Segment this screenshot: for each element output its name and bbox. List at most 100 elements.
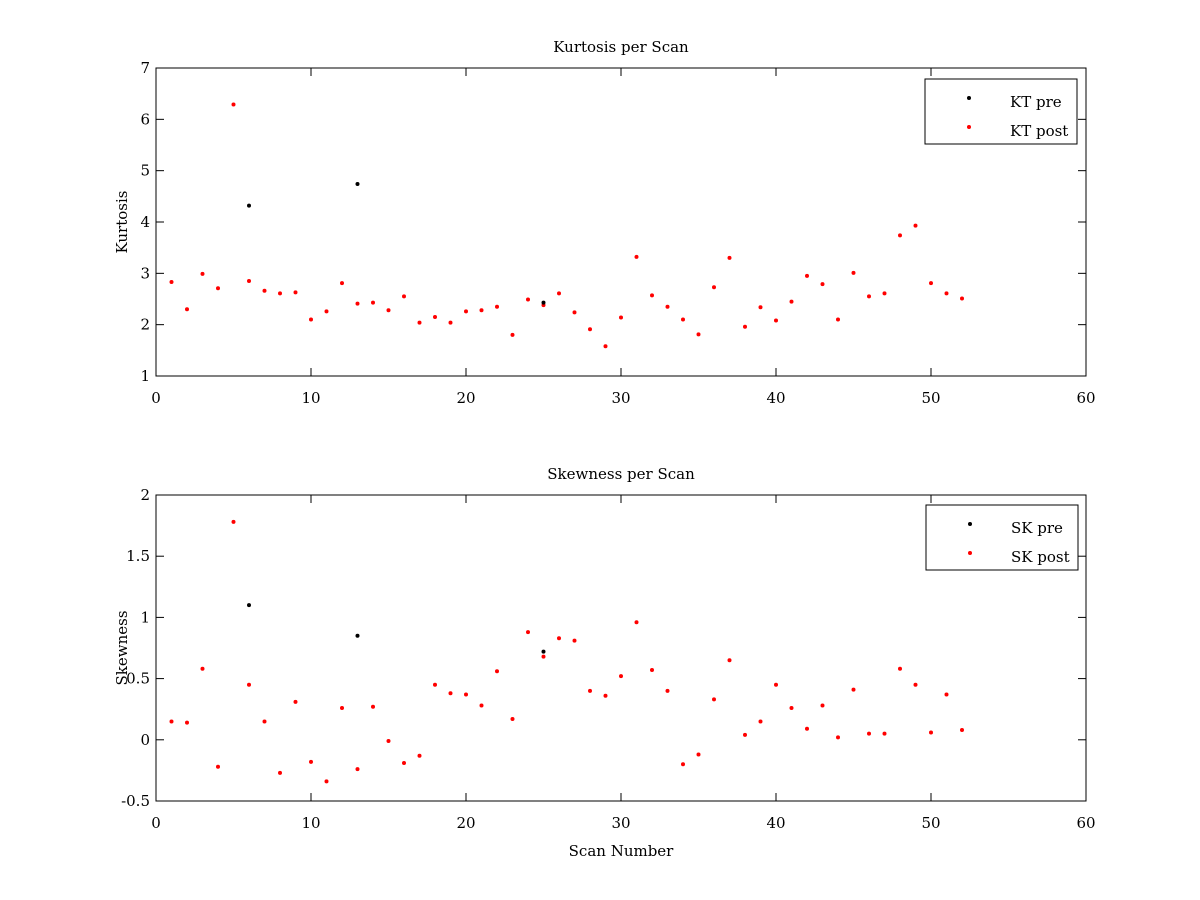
kurtosis-y-tick-label: 2 bbox=[140, 316, 150, 334]
skewness-post-point bbox=[712, 697, 716, 702]
kurtosis-post-point bbox=[634, 254, 639, 259]
skewness-pre-point bbox=[541, 649, 546, 654]
skewness-post-point bbox=[681, 762, 685, 767]
kurtosis-x-tick-label: 0 bbox=[151, 389, 161, 407]
skewness-x-tick-label: 60 bbox=[1076, 814, 1095, 832]
skewness-post-point bbox=[433, 682, 437, 687]
kurtosis-post-point bbox=[510, 332, 515, 337]
skewness-post-point bbox=[665, 688, 670, 693]
kurtosis-post-point bbox=[448, 320, 453, 325]
kurtosis-post-point bbox=[960, 296, 964, 301]
kurtosis-post-point bbox=[727, 255, 732, 260]
kurtosis-post-point bbox=[650, 293, 654, 298]
kurtosis-post-point bbox=[882, 291, 887, 296]
kurtosis-y-tick-label: 3 bbox=[140, 264, 150, 282]
skewness-post-point bbox=[836, 735, 840, 740]
skewness-post-point bbox=[619, 674, 623, 679]
kurtosis-legend-label: KT post bbox=[1010, 122, 1068, 140]
kurtosis-post-point bbox=[169, 280, 174, 285]
kurtosis-y-tick-label: 5 bbox=[140, 162, 150, 180]
kurtosis-post-point bbox=[836, 317, 840, 322]
skewness-post-point bbox=[448, 691, 453, 696]
kurtosis-y-tick-label: 6 bbox=[140, 110, 150, 128]
kurtosis-post-point bbox=[898, 233, 902, 238]
kurtosis-post-point bbox=[758, 305, 763, 310]
kurtosis-post-point bbox=[557, 291, 561, 296]
skewness-post-point bbox=[355, 767, 360, 772]
kurtosis-post-point bbox=[479, 308, 484, 313]
kurtosis-x-tick-label: 30 bbox=[611, 389, 630, 407]
skewness-legend-label: SK post bbox=[1011, 548, 1070, 566]
kurtosis-post-point bbox=[681, 317, 685, 322]
skewness-post-point bbox=[386, 739, 391, 744]
kurtosis-post-point bbox=[712, 285, 716, 290]
skewness-legend-marker bbox=[968, 522, 972, 526]
kurtosis-post-point bbox=[867, 294, 871, 299]
skewness-post-point bbox=[634, 620, 639, 625]
skewness-post-point bbox=[944, 692, 949, 697]
skewness-y-tick-label: 0 bbox=[140, 731, 150, 749]
skewness-post-point bbox=[913, 682, 918, 687]
skewness-post-point bbox=[758, 719, 763, 724]
kurtosis-y-tick-label: 7 bbox=[140, 59, 150, 77]
kurtosis-post-point bbox=[619, 315, 623, 320]
skewness-post-point bbox=[774, 682, 778, 687]
skewness-post-point bbox=[696, 752, 701, 757]
skewness-legend-label: SK pre bbox=[1011, 519, 1063, 537]
kurtosis-post-point bbox=[526, 297, 530, 302]
skewness-post-point bbox=[603, 693, 608, 698]
kurtosis-post-point bbox=[216, 286, 220, 291]
kurtosis-post-point bbox=[185, 307, 189, 312]
skewness-post-point bbox=[851, 687, 856, 692]
skewness-post-point bbox=[789, 705, 794, 710]
skewness-y-tick-label: 2 bbox=[140, 486, 150, 504]
kurtosis-post-point bbox=[603, 344, 608, 349]
kurtosis-legend bbox=[924, 78, 1078, 145]
skewness-post-point bbox=[727, 658, 732, 663]
kurtosis-post-point bbox=[820, 282, 825, 287]
skewness-post-point bbox=[867, 731, 871, 736]
kurtosis-post-point bbox=[913, 223, 918, 228]
skewness-chart-title: Skewness per Scan bbox=[547, 465, 695, 483]
kurtosis-post-point bbox=[588, 327, 592, 332]
skewness-post-point bbox=[417, 753, 422, 758]
kurtosis-legend-marker bbox=[967, 125, 971, 129]
kurtosis-post-point bbox=[789, 299, 794, 304]
skewness-post-point bbox=[650, 668, 654, 673]
skewness-post-point bbox=[340, 705, 344, 710]
kurtosis-post-point bbox=[944, 291, 949, 296]
skewness-post-point bbox=[898, 666, 902, 671]
skewness-post-point bbox=[464, 692, 468, 697]
skewness-post-point bbox=[402, 761, 406, 766]
skewness-post-point bbox=[262, 719, 267, 724]
skewness-legend bbox=[925, 504, 1079, 571]
skewness-x-tick-label: 40 bbox=[766, 814, 785, 832]
kurtosis-post-point bbox=[309, 317, 313, 322]
kurtosis-post-point bbox=[293, 290, 298, 295]
kurtosis-post-point bbox=[340, 281, 344, 286]
kurtosis-legend-marker bbox=[967, 96, 971, 100]
kurtosis-post-point bbox=[262, 288, 267, 293]
kurtosis-post-point bbox=[200, 271, 205, 276]
skewness-y-tick-label: 0.5 bbox=[126, 670, 150, 688]
kurtosis-post-point bbox=[851, 270, 856, 275]
skewness-x-tick-label: 30 bbox=[611, 814, 630, 832]
kurtosis-post-point bbox=[665, 304, 670, 309]
kurtosis-post-point bbox=[355, 301, 360, 306]
skewness-post-point bbox=[805, 726, 809, 731]
skewness-pre-point bbox=[355, 633, 360, 638]
skewness-post-point bbox=[371, 704, 375, 709]
kurtosis-x-tick-label: 20 bbox=[456, 389, 475, 407]
skewness-post-point bbox=[231, 519, 236, 524]
skewness-post-point bbox=[324, 779, 329, 784]
kurtosis-y-tick-label: 1 bbox=[140, 367, 150, 385]
kurtosis-chart: 0 10 20 30 40 50 60 1 2 3 4 5 6 7 Kurtosis per Scan Kur… bbox=[113, 38, 1096, 407]
skewness-post-point bbox=[820, 703, 825, 708]
skewness-post-point bbox=[588, 688, 592, 693]
skewness-y-tick-label: 1.5 bbox=[126, 547, 150, 565]
skewness-post-point bbox=[557, 636, 561, 641]
kurtosis-post-point bbox=[929, 281, 933, 286]
skewness-x-tick-label: 50 bbox=[921, 814, 940, 832]
kurtosis-post-point bbox=[417, 320, 422, 325]
